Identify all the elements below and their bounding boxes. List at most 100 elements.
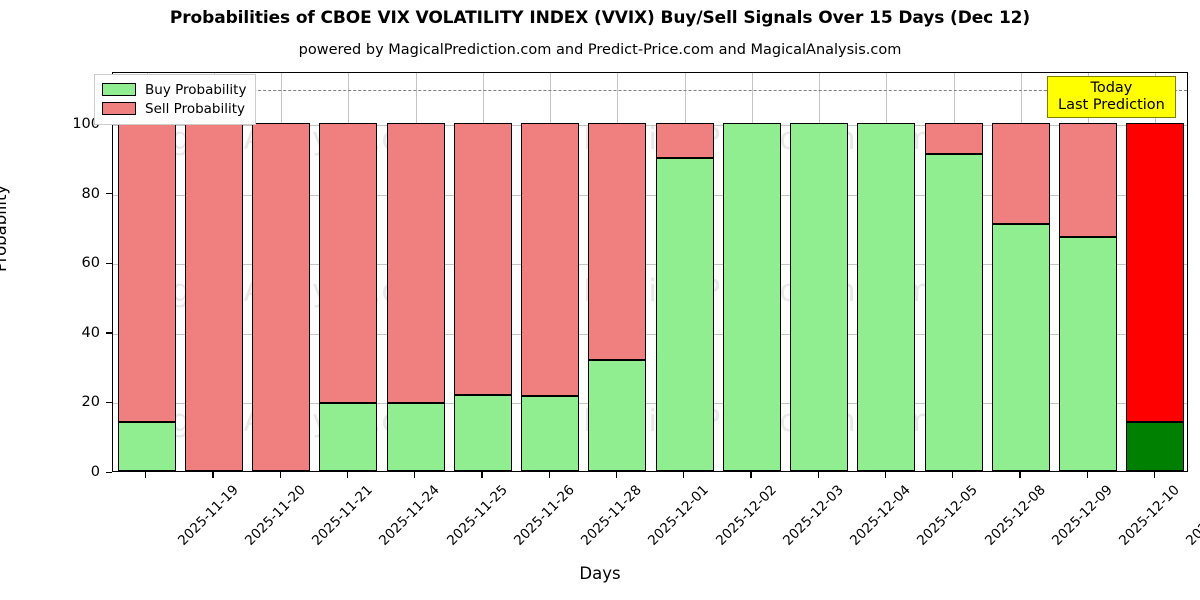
legend-label-sell: Sell Probability [145,100,246,117]
bar-segment-sell[interactable] [588,123,647,360]
today-annotation-line1: Today [1090,80,1133,96]
x-axis-tick [279,472,281,478]
y-axis-tick-label: 100 [72,116,100,132]
bar-group[interactable] [1126,73,1185,471]
x-axis-tick-label: 2025-12-08 [981,482,1049,549]
x-axis-tick-label: 2025-12-03 [779,482,847,549]
bar-segment-sell[interactable] [386,123,445,404]
bar-segment-buy[interactable] [117,422,176,471]
bar-group[interactable] [588,73,647,471]
gridline-horizontal [113,264,1187,266]
x-axis-tick [145,472,147,478]
bar-segment-sell[interactable] [991,123,1050,224]
bar-segment-buy[interactable] [857,123,916,471]
bar-segment-buy[interactable] [521,396,580,471]
x-axis-tick [414,472,416,478]
x-axis-tick [1019,472,1021,478]
x-axis-tick-label: 2025-12-10 [1116,482,1183,549]
x-axis-tick-label: 2025-11-21 [309,482,376,549]
bar-segment-buy[interactable] [722,123,781,471]
bar-segment-buy[interactable] [655,157,714,471]
bar-group[interactable] [184,73,243,471]
gridline-horizontal [113,403,1187,405]
y-axis-tick [106,262,112,264]
bar-segment-buy[interactable] [790,123,849,471]
bar-group[interactable] [453,73,512,471]
bar-group[interactable] [319,73,378,471]
x-axis-label: Days [579,564,621,583]
chart-subtitle: powered by MagicalPrediction.com and Pre… [298,42,902,58]
x-axis-tick [817,472,819,478]
x-axis-tick-label: 2025-11-25 [443,482,511,549]
legend-label-buy: Buy Probability [145,81,247,98]
y-axis-tick-label: 80 [81,185,100,202]
x-axis-tick-label: 2025-12-09 [1048,482,1116,549]
x-axis-tick [1086,472,1088,478]
x-axis-tick [346,472,349,478]
page-title: Probabilities of CBOE VIX VOLATILITY IND… [169,8,1031,28]
y-axis-tick [106,401,112,404]
plot-area: MagicalAnalysis.comMagicalPrediction.com… [112,72,1188,472]
bar-segment-sell[interactable] [1059,123,1118,237]
bar-segment-sell[interactable] [453,123,512,396]
bar-segment-sell[interactable] [924,123,983,155]
bar-segment-sell[interactable] [1126,123,1185,423]
bar-segment-sell[interactable] [319,123,378,404]
gridline-horizontal [113,125,1187,126]
x-axis-tick [1153,472,1156,478]
y-axis-label: Probability [0,184,10,272]
x-axis-tick [884,472,887,478]
bar-segment-sell[interactable] [252,123,311,471]
bar-group[interactable] [722,73,781,471]
x-axis-tick-label: 2025-12-04 [847,482,914,549]
y-axis-tick [106,193,112,195]
y-axis-tick-label: 60 [81,255,100,272]
x-axis-tick [615,472,618,478]
bar-group[interactable] [521,73,580,471]
bar-segment-sell[interactable] [655,123,714,158]
bar-segment-sell[interactable] [117,123,176,423]
x-axis-tick-label: 2025-12-01 [645,482,713,549]
bar-group[interactable] [655,73,714,471]
bar-group[interactable] [117,73,176,471]
bar-segment-sell[interactable] [184,123,243,471]
bar-group[interactable] [991,73,1050,471]
bar-segment-buy[interactable] [588,359,647,471]
bar-segment-buy[interactable] [1059,236,1118,471]
today-annotation: Today Last Prediction [1047,76,1176,119]
y-axis-tick-label: 0 [90,464,100,480]
bar-segment-buy[interactable] [924,154,983,471]
x-axis-tick-label: 2025-12-02 [712,482,780,549]
bar-segment-buy[interactable] [319,403,378,471]
x-axis-tick-label: 2025-12-11 [1183,482,1200,549]
chart-legend: Buy Probability Sell Probability [94,74,257,125]
x-axis-tick [481,472,483,478]
x-axis-tick [952,472,954,478]
legend-item-sell: Sell Probability [102,99,246,118]
bar-group[interactable] [924,73,983,471]
bar-group[interactable] [790,73,849,471]
bar-group[interactable] [386,73,445,471]
bar-segment-buy[interactable] [386,403,445,471]
reference-line [113,90,1187,92]
bar-segment-sell[interactable] [521,123,580,397]
legend-item-buy: Buy Probability [102,80,246,99]
bar-group[interactable] [1059,73,1118,471]
x-axis-tick-label: 2025-12-05 [914,482,982,549]
bar-segment-buy[interactable] [1126,422,1185,471]
bar-segment-buy[interactable] [453,395,512,471]
y-axis-tick [106,332,112,334]
bar-group[interactable] [857,73,916,471]
x-axis-tick [548,472,550,478]
x-axis-tick-label: 2025-11-24 [376,482,444,549]
y-axis-tick-label: 40 [81,324,100,341]
bar-group[interactable] [252,73,311,471]
y-axis-tick [106,471,112,473]
x-axis-tick [683,472,685,478]
gridline-horizontal [113,333,1187,335]
today-annotation-line2: Last Prediction [1058,96,1165,113]
bar-segment-buy[interactable] [991,223,1050,471]
x-axis-tick [750,472,752,478]
x-axis-tick-label: 2025-11-28 [578,482,645,549]
x-axis-tick [212,472,214,478]
